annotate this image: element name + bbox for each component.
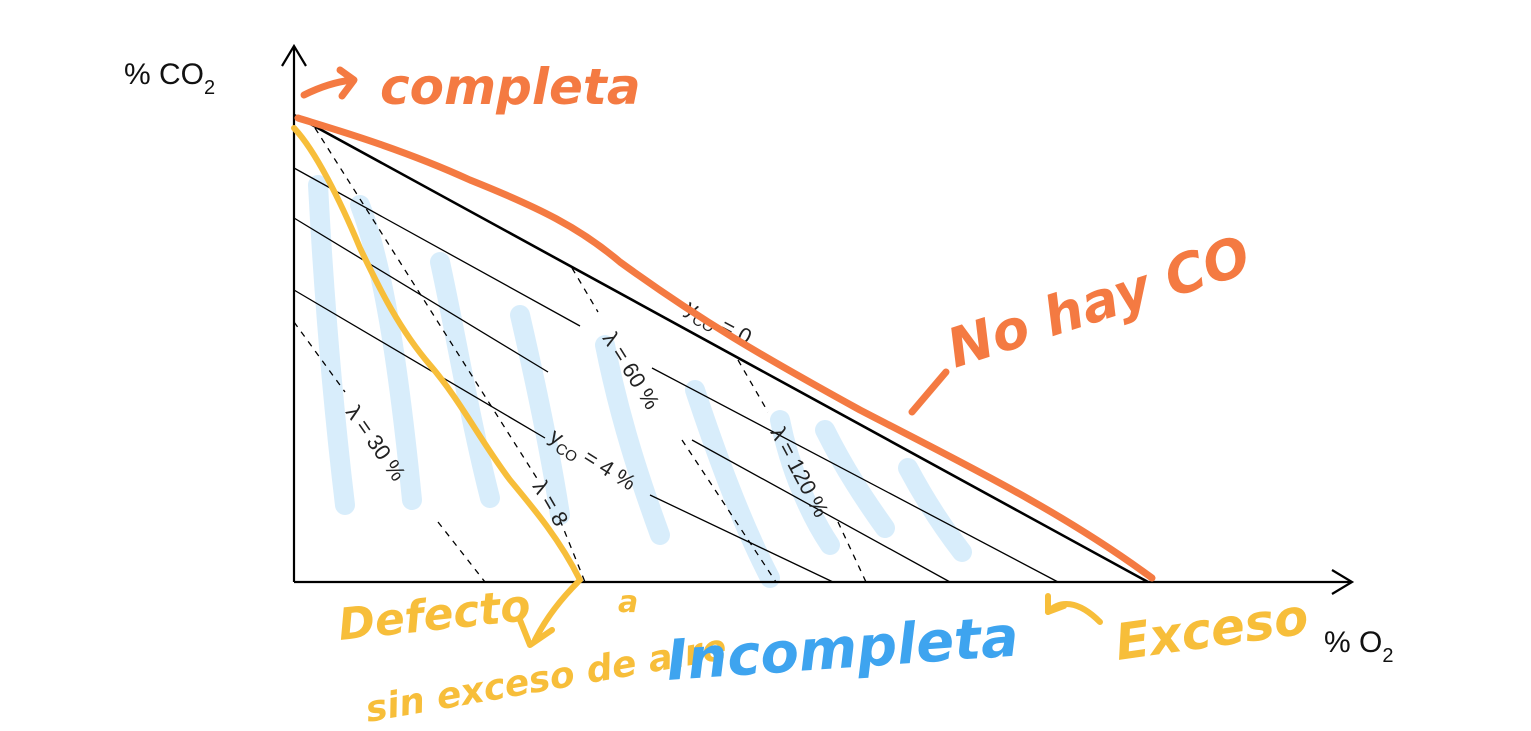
a-annotation: a <box>618 585 638 620</box>
hatch-stroke <box>350 195 422 510</box>
hatch-stroke <box>430 252 500 508</box>
defecto-annotation: Defecto <box>336 580 533 651</box>
exceso-annotation: Exceso <box>1112 587 1312 671</box>
completa-annotation: completa <box>380 58 641 116</box>
lambda-line <box>571 267 599 313</box>
stoichiometric-pointer <box>532 579 581 643</box>
arrow-head <box>336 66 358 100</box>
yco-line <box>649 494 834 583</box>
axes <box>281 43 1355 595</box>
lambda-line <box>293 321 346 393</box>
arrow-head <box>517 617 555 648</box>
lambda-line <box>437 521 486 583</box>
lambda-line <box>681 439 777 583</box>
x-axis-arrow <box>1331 569 1355 595</box>
arrow-head <box>1045 593 1067 615</box>
hatch-stroke <box>770 410 840 555</box>
lambda-line <box>737 359 769 413</box>
hatch-stroke <box>815 420 895 538</box>
hatch-stroke <box>595 335 670 545</box>
no-hay-co-annotation: No hay CO <box>940 223 1258 380</box>
incompleta-annotation: Incompleta <box>664 605 1020 694</box>
stoichiometric-line <box>291 125 583 583</box>
hatch-stroke <box>898 458 972 562</box>
hatch-stroke <box>510 305 570 525</box>
no-hay-co-pointer <box>908 368 950 416</box>
complete-combustion-highlight <box>294 114 1156 582</box>
y-axis-arrow <box>281 43 307 67</box>
lambda-line <box>837 521 867 583</box>
incomplete-region-hatching <box>308 175 972 588</box>
hatch-stroke <box>685 380 780 588</box>
y-axis-label: % CO2 <box>124 58 215 99</box>
yco-line <box>293 289 546 439</box>
x-axis-label: % O2 <box>1324 626 1393 667</box>
hatch-stroke <box>308 175 355 515</box>
complete-combustion-line <box>293 113 1149 584</box>
yco-line <box>651 367 1059 583</box>
yco-line <box>293 167 581 327</box>
lambda-line <box>314 127 539 481</box>
arrow-to-completa <box>300 76 356 99</box>
lambda-isolines <box>293 127 867 583</box>
yco-line <box>691 439 951 583</box>
